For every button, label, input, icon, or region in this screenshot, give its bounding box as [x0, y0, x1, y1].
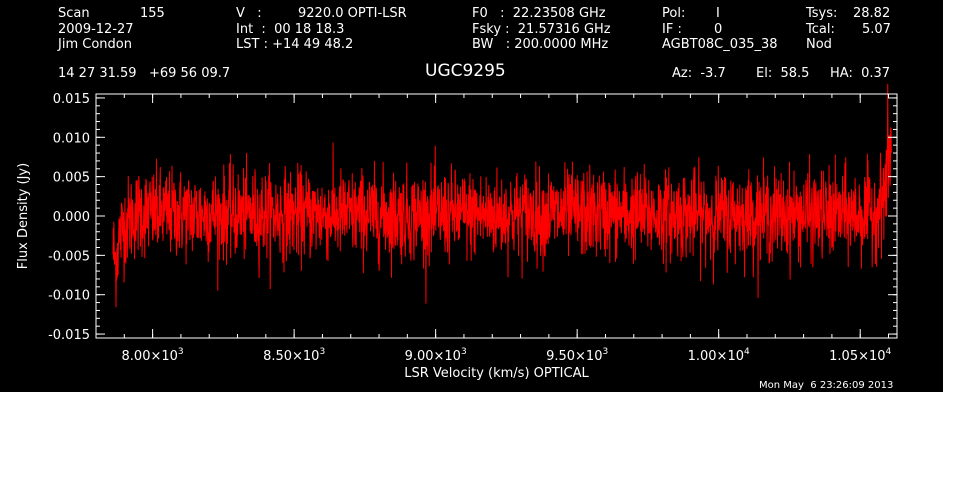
velocity-value: 9220.0 OPTI-LSR — [298, 6, 407, 21]
y-tick-label: 0.010 — [53, 131, 90, 146]
tsys-value: 28.82 — [853, 6, 891, 21]
plot-panel: Scan 155 2009-12-27 Jim Condon V : 9220.… — [0, 0, 943, 392]
sky-frequency: Fsky : 21.57316 GHz — [472, 22, 611, 37]
scan-label: Scan — [58, 6, 90, 21]
lst: LST : +14 49 48.2 — [236, 37, 354, 52]
spectrum-chart: 0.015 0.010 0.005 0.000 -0.005 -0.010 -0.015 8.… — [16, 83, 898, 381]
x-tick-label: 8.50×103 — [263, 347, 325, 364]
spectrum-series-line — [112, 83, 892, 308]
y-tick-label: 0.000 — [53, 210, 90, 225]
integration-time: Int : 00 18 18.3 — [236, 22, 345, 37]
velocity-label: V : — [236, 6, 262, 21]
x-tick-label: 9.00×103 — [405, 347, 467, 364]
x-tick-label: 1.00×104 — [688, 347, 750, 364]
pol-label: Pol: — [662, 6, 686, 21]
y-axis-label: Flux Density (Jy) — [16, 163, 31, 269]
rest-frequency: F0 : 22.23508 GHz — [472, 6, 606, 21]
source-name: UGC9295 — [425, 61, 506, 81]
y-tick-label: -0.010 — [48, 289, 90, 304]
scan-number: 155 — [140, 6, 165, 21]
y-tick-label: 0.005 — [53, 171, 90, 186]
procedure: Nod — [806, 37, 832, 52]
x-tick-label: 9.50×103 — [546, 347, 608, 364]
if-value: 0 — [714, 22, 723, 37]
x-tick-label: 8.00×103 — [122, 347, 184, 364]
pol-value: I — [716, 6, 720, 21]
source-coordinates: 14 27 31.59 +69 56 09.7 — [58, 66, 231, 81]
elevation: El: 58.5 — [756, 66, 810, 81]
y-tick-label: -0.015 — [48, 328, 90, 343]
hour-angle: HA: 0.37 — [830, 66, 891, 81]
if-label: IF : — [662, 22, 682, 37]
tcal-value: 5.07 — [862, 22, 891, 37]
project-id: AGBT08C_035_38 — [662, 37, 778, 52]
plot-timestamp: Mon May 6 23:26:09 2013 — [759, 380, 894, 391]
obs-date: 2009-12-27 — [58, 22, 134, 37]
y-tick-label: 0.015 — [53, 92, 90, 107]
tcal-label: Tcal: — [806, 22, 835, 37]
x-tick-label: 1.05×104 — [829, 347, 891, 364]
bandwidth: BW : 200.0000 MHz — [472, 37, 609, 52]
azimuth: Az: -3.7 — [672, 66, 726, 81]
observer: Jim Condon — [58, 37, 132, 52]
y-tick-label: -0.005 — [48, 249, 90, 264]
tsys-label: Tsys: — [806, 6, 838, 21]
x-axis-label: LSR Velocity (km/s) OPTICAL — [404, 366, 589, 381]
